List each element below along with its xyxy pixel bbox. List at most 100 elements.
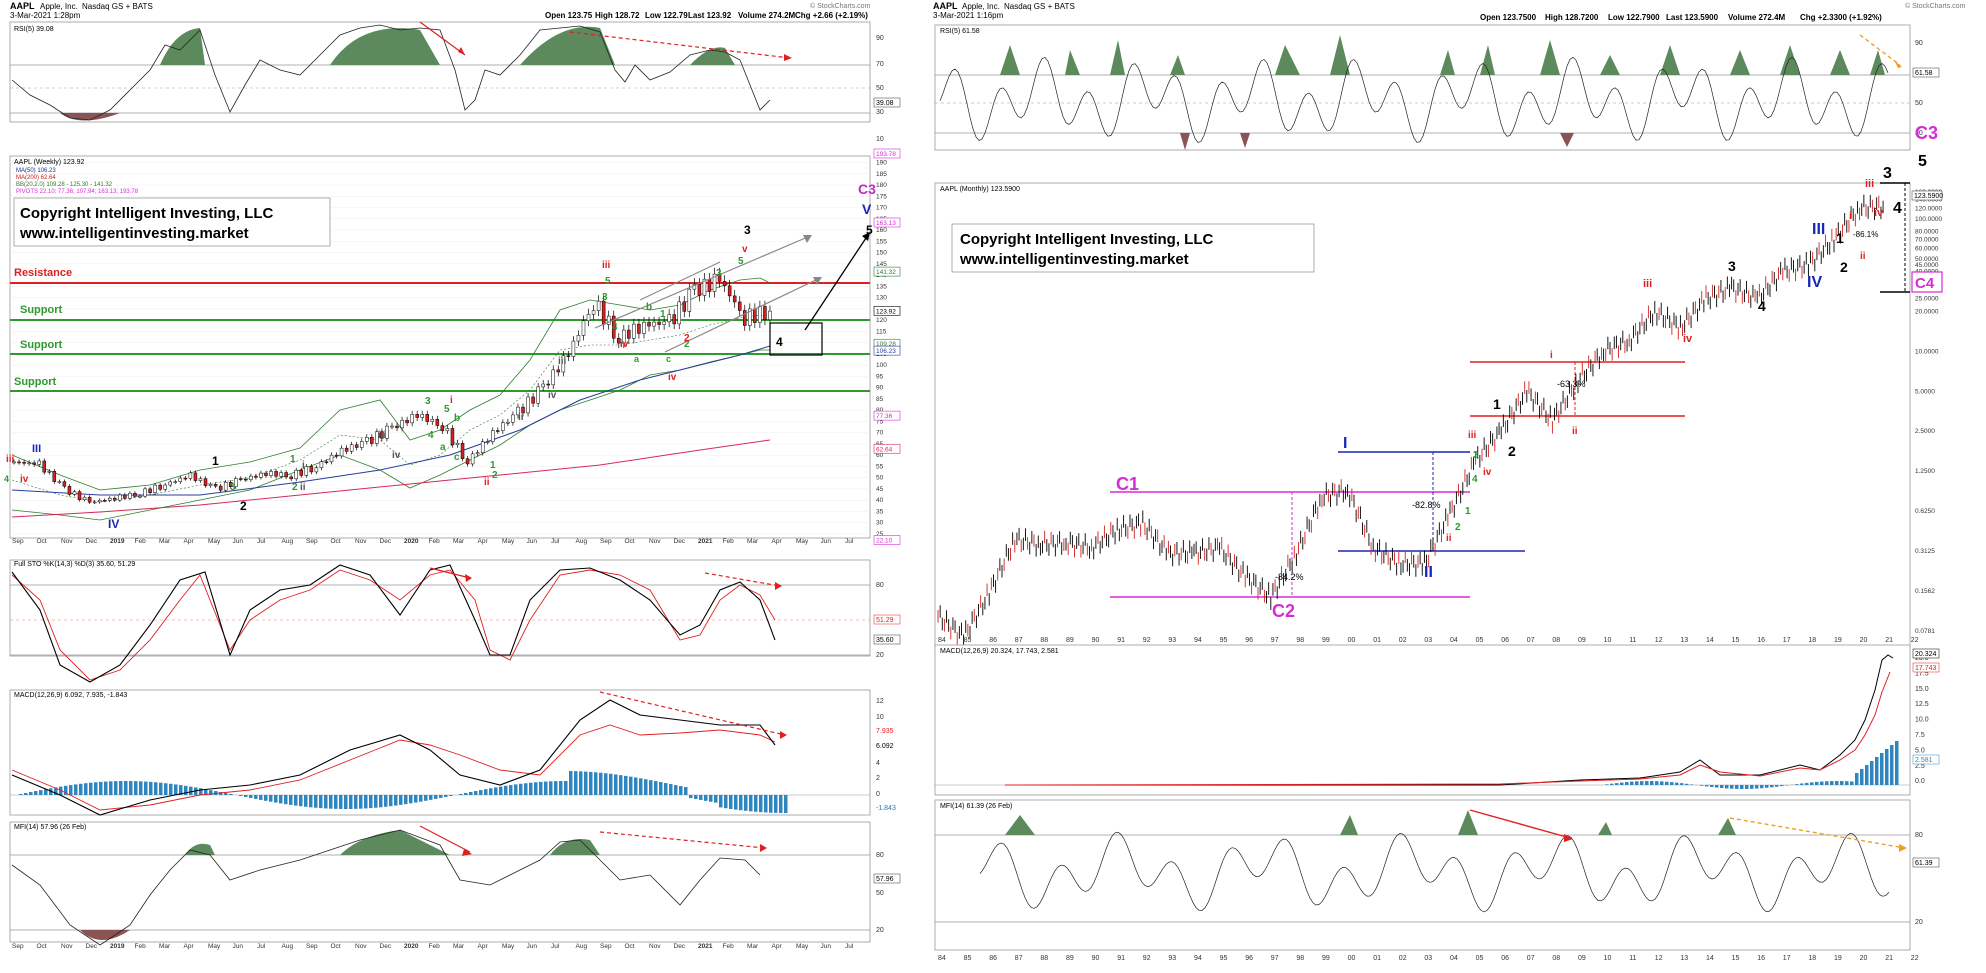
macd-histogram-bar — [1750, 785, 1754, 789]
macd-histogram-bar — [164, 783, 168, 795]
right-year-tick: 11 — [1629, 637, 1636, 644]
svg-text:C1: C1 — [1116, 474, 1139, 494]
right-year-tick: 12 — [1655, 637, 1663, 644]
right-macd-label: MACD(12,26,9) 20.324, 17.743, 2.581 — [940, 648, 1059, 655]
macd-histogram-bar — [254, 795, 258, 799]
macd-histogram-bar — [584, 772, 588, 795]
right-year-tick: 93 — [1168, 955, 1176, 962]
left-month-tick: Apr — [478, 538, 489, 545]
weekly-candle — [249, 476, 252, 480]
macd-histogram-bar — [724, 795, 728, 808]
macd-histogram-bar — [389, 795, 393, 806]
left-pivots: PIVOTS 22.10; 77.36; 107.94; 163.13; 193… — [16, 189, 139, 195]
right-year-tick: 10 — [1604, 955, 1612, 962]
left-month-tick: Jun — [527, 943, 538, 950]
right-macd-panel: MACD(12,26,9) 20.324, 17.743, 2.581 20.0… — [935, 645, 1939, 795]
right-price-tick: 1.2500 — [1915, 468, 1935, 475]
macd-histogram-bar — [579, 771, 583, 795]
left-main-label: AAPL (Weekly) 123.92 — [14, 159, 85, 166]
macd-histogram-bar — [1805, 783, 1809, 785]
left-price-tick: 135 — [876, 283, 887, 290]
left-company: Apple, Inc. — [40, 2, 78, 11]
macd-histogram-bar — [294, 795, 298, 806]
macd-histogram-bar — [304, 795, 308, 807]
left-sto-panel: Full STO %K(14,3) %D(3) 35.60, 51.29 802… — [10, 560, 900, 682]
right-year-tick: 14 — [1706, 637, 1714, 644]
macd-histogram-bar — [1870, 761, 1874, 785]
macd-histogram-bar — [1720, 785, 1724, 788]
weekly-candle — [663, 322, 666, 325]
right-year-tick: 92 — [1143, 637, 1151, 644]
svg-text:3: 3 — [230, 482, 236, 493]
left-price-tick: 160 — [876, 227, 887, 234]
weekly-candle — [285, 473, 288, 477]
weekly-candle — [164, 485, 167, 489]
svg-text:2: 2 — [240, 499, 247, 513]
macd-histogram-bar — [519, 784, 523, 795]
weekly-candle — [698, 284, 701, 295]
svg-text:1: 1 — [1836, 230, 1844, 246]
macd-histogram-bar — [694, 795, 698, 799]
weekly-candle — [149, 489, 152, 493]
macd-histogram-bar — [1840, 781, 1844, 785]
macd-histogram-bar — [754, 795, 758, 812]
pct-86-1: -86.1% — [1853, 230, 1878, 239]
left-month-tick: Mar — [453, 538, 465, 545]
svg-text:10: 10 — [876, 714, 884, 721]
right-price-tick: 120.0000 — [1915, 205, 1942, 212]
svg-text:50: 50 — [1915, 100, 1923, 107]
right-year-tick: 02 — [1399, 955, 1407, 962]
left-price-tick: 145 — [876, 261, 887, 268]
macd-histogram-bar — [349, 795, 353, 809]
svg-text:3: 3 — [602, 292, 608, 303]
weekly-candle — [486, 442, 489, 443]
right-quote-last: Last 123.5900 — [1666, 13, 1719, 22]
left-month-tick: Jul — [257, 943, 266, 950]
left-exchange: Nasdaq GS + BATS — [82, 2, 153, 11]
svg-text:iii: iii — [6, 454, 15, 465]
left-month-tick: Dec — [674, 943, 686, 950]
weekly-candle — [280, 473, 283, 477]
macd-histogram-bar — [594, 772, 598, 795]
macd-histogram-bar — [779, 795, 783, 813]
right-price-tick: 80.0000 — [1915, 229, 1939, 236]
weekly-candle — [511, 415, 514, 422]
right-price-tick: 20.0000 — [1915, 309, 1939, 316]
macd-histogram-bar — [1735, 785, 1739, 789]
macd-histogram-bar — [264, 795, 268, 801]
macd-histogram-bar — [459, 794, 463, 795]
right-price-tick: 2.5000 — [1915, 428, 1935, 435]
svg-text:a: a — [440, 442, 446, 453]
right-year-tick: 07 — [1527, 637, 1535, 644]
macd-histogram-bar — [604, 773, 608, 795]
right-year-tick: 15 — [1732, 637, 1740, 644]
left-month-tick: Mar — [453, 943, 465, 950]
svg-text:3: 3 — [425, 396, 431, 407]
right-year-tick: 89 — [1066, 637, 1074, 644]
macd-histogram-bar — [1665, 782, 1669, 785]
weekly-candle — [219, 486, 222, 490]
svg-text:iii: iii — [378, 430, 387, 441]
right-year-tick: 86 — [989, 955, 997, 962]
weekly-candle — [668, 315, 671, 322]
right-year-tick: 99 — [1322, 637, 1330, 644]
weekly-candle — [290, 477, 293, 479]
left-month-tick: 2020 — [404, 538, 419, 545]
macd-histogram-bar — [189, 787, 193, 795]
right-copyright-line2: www.intelligentinvesting.market — [959, 251, 1189, 268]
macd-histogram-bar — [479, 790, 483, 795]
macd-histogram-bar — [489, 788, 493, 795]
right-year-tick: 92 — [1143, 955, 1151, 962]
right-quote-chg: Chg +2.3300 (+1.92%) — [1800, 13, 1882, 22]
weekly-candle — [189, 473, 192, 479]
macd-histogram-bar — [434, 795, 438, 799]
right-year-tick: 11 — [1629, 955, 1636, 962]
macd-histogram-bar — [719, 795, 723, 807]
macd-histogram-bar — [94, 782, 98, 795]
left-month-tick: Mar — [747, 538, 759, 545]
right-year-tick: 02 — [1399, 637, 1407, 644]
left-price-tick: 40 — [876, 497, 884, 504]
right-year-tick: 06 — [1501, 637, 1509, 644]
weekly-candle — [43, 461, 46, 472]
left-month-tick: Oct — [625, 943, 635, 950]
